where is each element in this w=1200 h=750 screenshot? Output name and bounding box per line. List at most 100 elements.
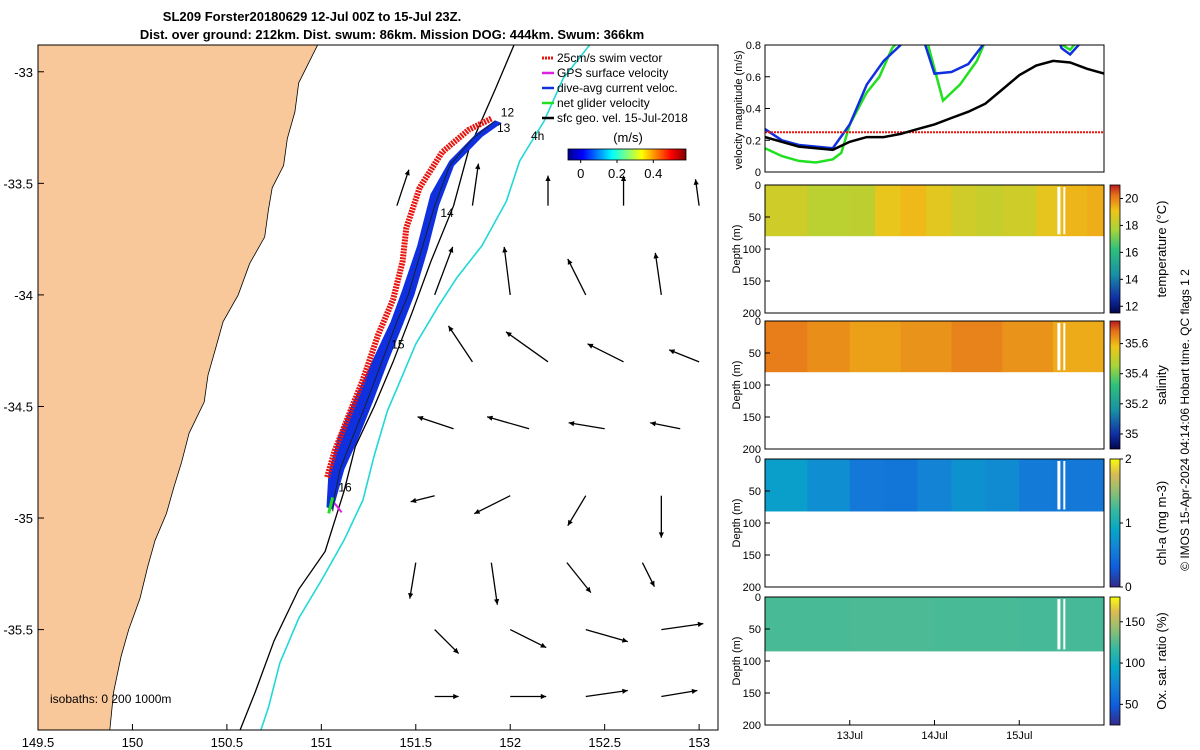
map-x-tick-label: 149.5 [22, 735, 55, 750]
geo-velocity-arrow [653, 252, 662, 295]
geo-velocity-arrow [510, 693, 547, 700]
geo-arrow-head [567, 519, 573, 526]
section-y-tick-label: 100 [743, 518, 761, 530]
section-colorbar [1109, 320, 1121, 450]
geo-arrow-shaft [509, 629, 547, 649]
section-colorbar-label: chl-a (mg m-3) [1154, 481, 1169, 566]
geo-arrow-head [540, 642, 547, 648]
velocity-series-line [765, 45, 1076, 164]
geo-velocity-arrow [408, 562, 417, 599]
day-label: 16 [338, 480, 352, 494]
day-label: 13 [497, 121, 511, 135]
geo-velocity-arrow [502, 246, 511, 295]
section-y-tick-label: 150 [743, 276, 761, 288]
geo-arrow-shaft [661, 689, 698, 698]
map-x-tick-label: 151 [310, 735, 332, 750]
section-cell [807, 459, 851, 512]
section-cell [765, 321, 808, 373]
section-cell [976, 185, 1003, 237]
section-colorbar [1109, 184, 1121, 314]
geo-velocity-arrow [693, 179, 700, 206]
day-label: 15 [391, 337, 405, 351]
section-y-tick-label: 200 [743, 444, 761, 456]
geo-arrow-shaft [434, 629, 460, 655]
velocity-series-line [765, 59, 1104, 152]
geo-velocity-arrow [486, 415, 530, 430]
geo-arrow-head [545, 175, 551, 182]
map-axes-frame [37, 44, 719, 731]
geo-arrow-head [475, 163, 481, 170]
velocity-y-tick-label: 0 [755, 167, 761, 179]
section-cell [1061, 185, 1088, 237]
geo-arrow-head [487, 415, 494, 421]
section-colorbar-tick-label: 1 [1125, 516, 1132, 530]
geo-arrow-head [502, 246, 508, 253]
map-y-tick-label: -34 [14, 288, 33, 303]
section-panel: 0 50 100 150 200 Depth (m) 0 1 2 chl-a (mg m-3) [731, 452, 1169, 594]
section-cell [900, 321, 952, 373]
map-content: 12 13 14 15 16 4h isobaths: 0 200 1000m [38, 45, 718, 730]
map-x-tick-label: 151.5 [400, 735, 433, 750]
geo-velocity-arrow [447, 325, 473, 363]
isobath-200m [239, 45, 515, 730]
section-colorbar-tick-label: 100 [1125, 656, 1145, 670]
section-y-tick-label: 0 [755, 592, 761, 604]
geo-arrow-shaft [503, 246, 511, 295]
section-panel: 0 50 100 150 200 Depth (m) 12 14 16 18 20 temperatu… [731, 180, 1169, 320]
geo-arrow-shaft [490, 562, 498, 605]
net-velocity-arrow [327, 496, 335, 514]
section-colorbar [1109, 596, 1121, 726]
section-cell [883, 459, 919, 512]
section-colorbar-tick-label: 35 [1125, 427, 1139, 441]
swim-vector-band [324, 115, 493, 479]
section-cell [849, 459, 885, 512]
geo-velocity-arrow [434, 246, 454, 296]
geo-arrow-head [620, 175, 627, 182]
geo-arrow-head [448, 246, 454, 253]
section-colorbar-tick-label: 35.2 [1125, 397, 1149, 411]
section-cell [926, 185, 952, 237]
geo-arrow-head [448, 325, 454, 332]
geo-velocity-arrow [473, 495, 511, 515]
land-polygon [38, 45, 319, 730]
day-label: 12 [501, 105, 515, 119]
geo-velocity-arrow [434, 693, 459, 700]
section-data-gap [1063, 599, 1066, 650]
legend-label-gps: GPS surface velocity [557, 66, 668, 80]
geo-arrow-head [410, 497, 417, 503]
geo-arrow-shaft [567, 258, 587, 296]
isobath-1000m [260, 45, 591, 730]
annotation-4h: 4h [531, 129, 544, 143]
section-y-tick-label: 200 [743, 582, 761, 594]
geo-velocity-arrow [661, 621, 704, 631]
section-panel: 0 50 100 150 200 Depth (m) 50 100 150 Ox. sat. ra… [731, 592, 1169, 742]
geo-arrow-head [453, 647, 459, 654]
section-y-axis-label: Depth (m) [731, 225, 743, 274]
section-colorbar-tick-label: 0 [1125, 580, 1132, 594]
geo-velocity-arrow [434, 629, 460, 655]
geo-arrow-shaft [434, 246, 454, 296]
geo-arrow-head [453, 693, 459, 700]
geo-velocity-arrow [567, 495, 587, 527]
geo-arrow-shaft [567, 495, 587, 527]
map-y-tick-label: -35 [14, 511, 33, 526]
geo-velocity-arrow [471, 163, 481, 206]
geo-arrow-head [568, 421, 575, 427]
geo-velocity-arrow [566, 562, 592, 594]
section-cell [807, 185, 851, 237]
section-y-tick-label: 100 [743, 380, 761, 392]
geo-arrow-shaft [409, 562, 417, 599]
gps-velocity-arrow [333, 502, 343, 513]
geo-velocity-arrow [585, 628, 628, 643]
section-cell [807, 321, 851, 373]
section-cell [765, 597, 851, 652]
section-cell [849, 185, 876, 237]
glider-track [332, 120, 496, 512]
velocity-y-tick-label: 0.8 [746, 40, 761, 52]
map-colorbar-title: (m/s) [613, 130, 643, 145]
section-colorbar-tick-label: 18 [1125, 218, 1139, 232]
section-data-gap [1063, 461, 1066, 510]
